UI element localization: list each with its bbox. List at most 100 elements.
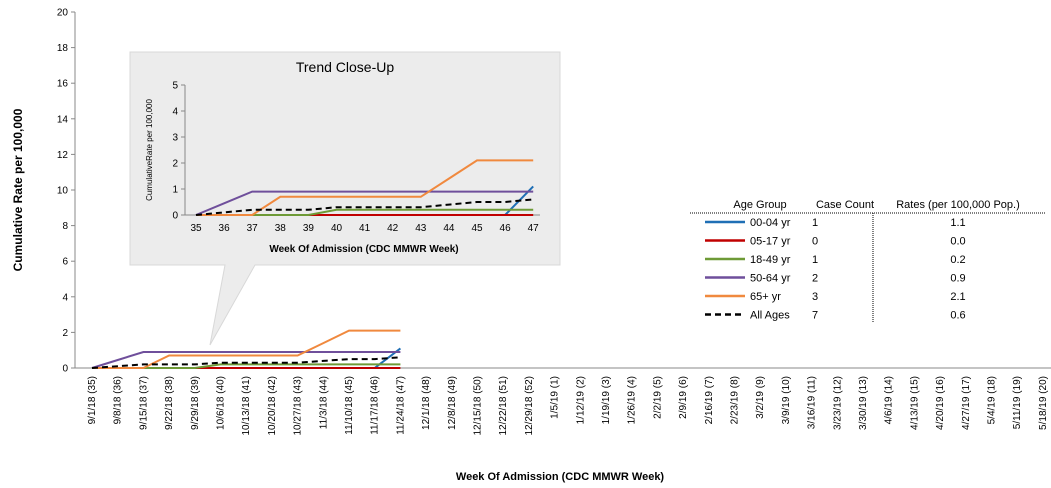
legend-label: 65+ yr [750,291,781,303]
series-line [196,159,534,216]
y-tick-label: 6 [62,257,68,268]
inset-x-label: Week Of Admission (CDC MMWR Week) [269,244,458,255]
x-tick-label: 3/9/19 (10) [781,376,792,424]
y-tick-label: 18 [57,43,69,54]
x-tick-label: 35 [190,223,202,234]
x-tick-label: 2/23/19 (8) [730,376,741,424]
x-tick-label: 46 [500,223,512,234]
x-tick-label: 4/20/19 (16) [935,376,946,430]
x-tick-label: 12/1/18 (48) [421,376,432,430]
x-tick-label: 5/4/19 (18) [987,376,998,424]
legend: Age Group Case Count Rates (per 100,000 Po… [690,199,1045,322]
y-axis-label: Cumulative Rate per 100,000 [11,108,25,271]
x-tick-label: 36 [219,223,231,234]
rate: 1.1 [950,217,965,229]
x-tick-label: 9/1/18 (35) [87,376,98,424]
x-tick-label: 12/22/18 (51) [498,376,509,436]
rate: 0.0 [950,236,965,248]
case-count: 2 [812,273,818,285]
x-tick-label: 5/18/19 (20) [1038,376,1049,430]
y-tick-label: 4 [62,292,68,303]
inset-title: Trend Close-Up [296,59,395,75]
y-tick-label: 1 [172,185,178,196]
case-count: 1 [812,254,818,266]
rate: 2.1 [950,291,965,303]
case-count: 3 [812,291,818,303]
x-tick-label: 9/22/18 (38) [164,376,175,430]
x-tick-label: 11/10/18 (45) [344,376,355,435]
x-tick-label: 9/29/18 (39) [190,376,201,430]
y-tick-label: 12 [57,150,69,161]
x-tick-label: 39 [303,223,315,234]
x-tick-label: 45 [471,223,483,234]
series-line [91,351,401,369]
y-tick-label: 10 [57,186,69,197]
x-tick-label: 10/13/18 (41) [241,376,252,436]
series-line [92,329,401,369]
x-tick-label: 43 [415,223,427,234]
x-tick-label: 40 [331,223,343,234]
legend-header: Case Count [816,199,874,211]
y-tick-label: 4 [172,107,178,118]
rate: 0.9 [950,273,965,285]
legend-label: 00-04 yr [750,217,791,229]
x-tick-label: 1/5/19 (1) [550,376,561,419]
x-tick-label: 42 [387,223,399,234]
legend-label: 50-64 yr [750,273,791,285]
x-tick-label: 2/9/19 (6) [678,376,689,419]
y-tick-label: 0 [172,211,178,222]
x-tick-label: 1/19/19 (3) [601,376,612,424]
rate: 0.6 [950,310,965,322]
x-tick-label: 3/16/19 (11) [807,376,818,429]
x-tick-label: 47 [528,223,540,234]
x-tick-label: 10/27/18 (43) [293,376,304,436]
x-tick-label: 2/16/19 (7) [704,376,715,424]
x-tick-label: 1/26/19 (4) [627,376,638,424]
legend-header: Rates (per 100,000 Pop.) [896,199,1020,211]
x-tick-label: 4/27/19 (17) [961,376,972,430]
x-axis-label: Week Of Admission (CDC MMWR Week) [456,471,665,483]
x-tick-label: 44 [443,223,455,234]
inset-callout [129,51,561,346]
series-line [195,190,534,216]
case-count: 1 [812,217,818,229]
case-count: 7 [812,310,818,322]
series-line [195,198,534,216]
x-tick-label: 3/30/19 (13) [858,376,869,430]
y-tick-label: 3 [172,133,178,144]
x-tick-label: 12/29/18 (52) [524,376,535,436]
x-tick-label: 4/6/19 (14) [884,376,895,424]
legend-label: 18-49 yr [750,254,791,266]
case-count: 0 [812,236,818,248]
y-tick-label: 8 [62,221,68,232]
x-tick-label: 37 [247,223,259,234]
x-tick-label: 11/17/18 (46) [370,376,381,435]
y-tick-label: 0 [62,364,68,375]
series-line [91,356,401,369]
x-tick-label: 11/3/18 (44) [318,376,329,429]
x-tick-label: 38 [275,223,287,234]
x-tick-label: 10/20/18 (42) [267,376,278,436]
legend-label: 05-17 yr [750,236,791,248]
y-tick-label: 20 [57,8,69,19]
rate: 0.2 [950,254,965,266]
x-tick-label: 3/2/19 (9) [755,376,766,419]
legend-label: All Ages [750,310,790,322]
x-tick-label: 9/15/18 (37) [138,376,149,430]
inset-y-label: CumulativeRate per 100,000 [145,99,154,201]
x-tick-label: 12/15/18 (50) [473,376,484,436]
y-tick-label: 5 [172,81,178,92]
x-tick-label: 1/12/19 (2) [575,376,586,424]
x-tick-label: 5/11/19 (19) [1012,376,1023,429]
x-tick-label: 11/24/18 (47) [395,376,406,435]
x-tick-label: 41 [359,223,371,234]
y-tick-label: 14 [57,114,69,125]
y-tick-label: 16 [57,79,69,90]
y-tick-label: 2 [172,159,178,170]
x-tick-label: 2/2/19 (5) [652,376,663,419]
x-tick-label: 10/6/18 (40) [216,376,227,430]
y-tick-label: 2 [62,328,68,339]
